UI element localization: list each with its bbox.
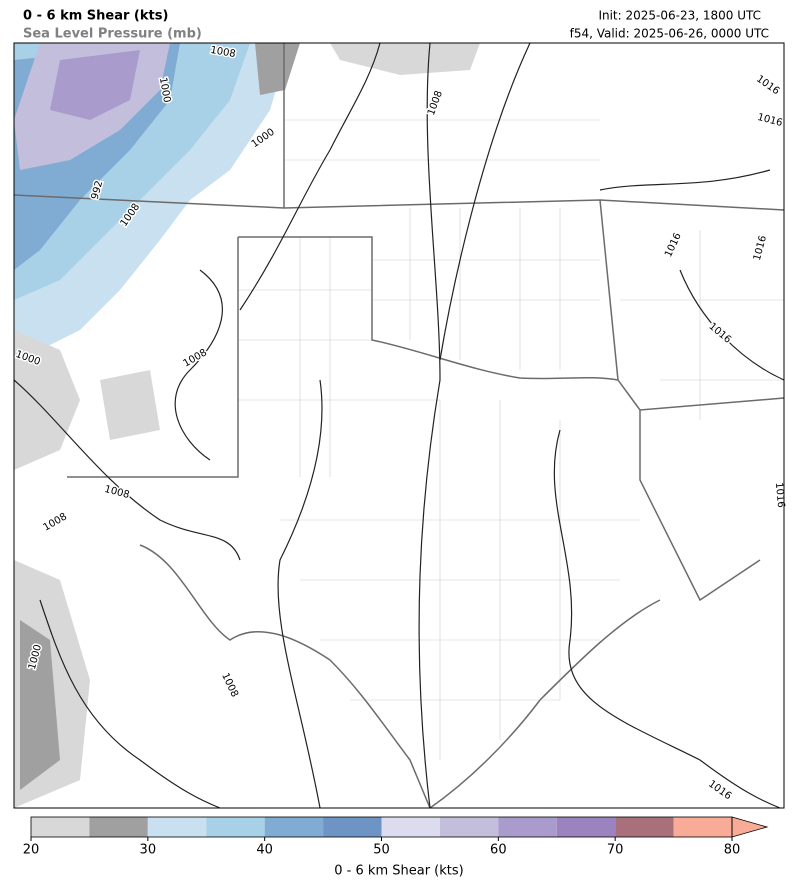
valid-time: f54, Valid: 2025-06-26, 0000 UTC	[570, 27, 769, 41]
colorbar-segment	[31, 817, 90, 837]
map-frame	[13, 42, 785, 809]
colorbar-label: 0 - 6 km Shear (kts)	[334, 864, 463, 879]
subtitle: Sea Level Pressure (mb)	[23, 27, 202, 42]
colorbar-extend	[731, 816, 769, 838]
isobars	[13, 42, 785, 809]
colorbar-segment	[615, 817, 674, 837]
colorbar-segment	[381, 817, 440, 837]
colorbar-tick-label: 50	[373, 843, 390, 858]
colorbar-segment	[206, 817, 265, 837]
colorbar-tick-label: 40	[256, 843, 273, 858]
colorbar-tick-label: 70	[607, 843, 624, 858]
init-time: Init: 2025-06-23, 1800 UTC	[598, 9, 761, 23]
colorbar-segment	[323, 817, 382, 837]
state-borders	[13, 43, 785, 809]
colorbar-tick-label: 60	[490, 843, 507, 858]
colorbar-segment	[556, 817, 616, 837]
colorbar-tick-label: 20	[23, 843, 40, 858]
colorbar-segment	[439, 817, 499, 837]
colorbar-segment	[89, 817, 148, 837]
colorbar-segment	[147, 817, 207, 837]
colorbar-segment	[673, 817, 732, 837]
colorbar-tick-label: 80	[724, 843, 741, 858]
colorbar-tick-label: 30	[140, 843, 157, 858]
colorbar-segment	[264, 817, 324, 837]
colorbar: 0 - 6 km Shear (kts) 20 30 40 50 60 70 80	[23, 816, 769, 879]
title: 0 - 6 km Shear (kts)	[23, 9, 168, 24]
county-lines	[238, 119, 784, 760]
colorbar-segment	[498, 817, 557, 837]
